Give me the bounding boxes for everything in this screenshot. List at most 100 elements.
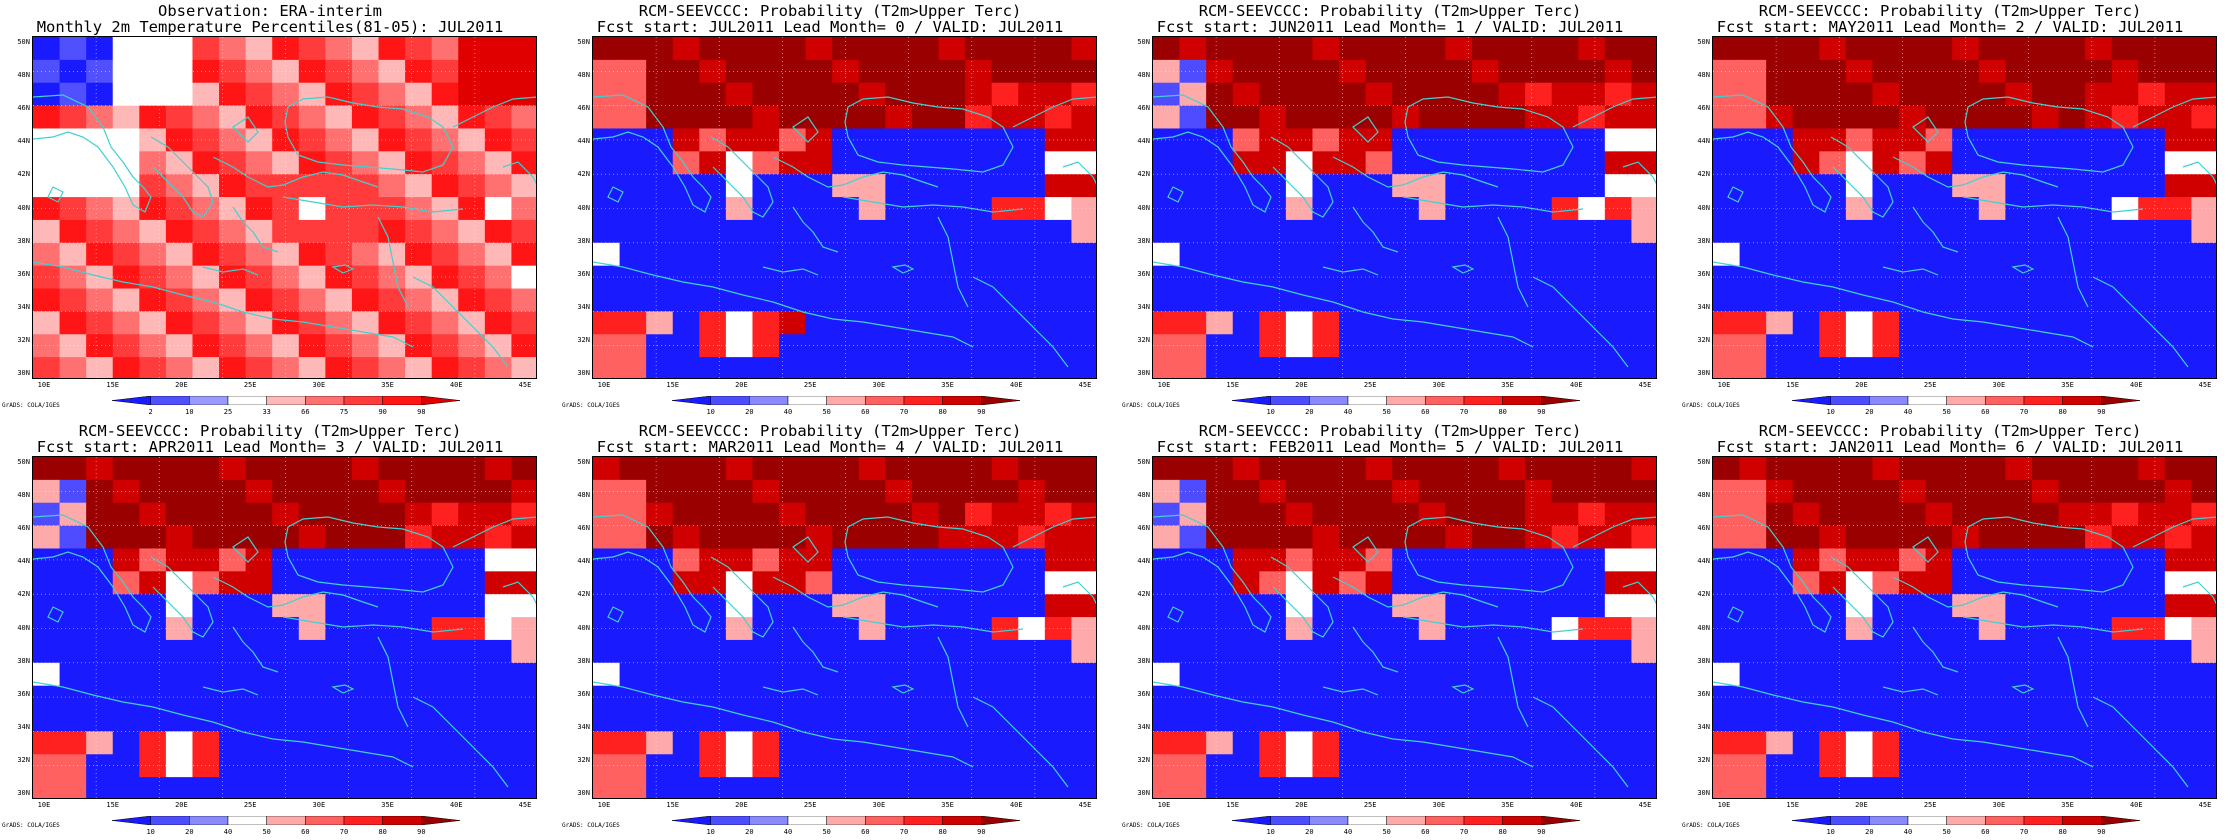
grid-cell (805, 479, 833, 504)
lon-tick-label: 30E (1432, 801, 1446, 809)
grid-cell (991, 197, 1019, 221)
colorbar-tick-label: 10 (1266, 408, 1275, 416)
grid-cell (1819, 594, 1847, 618)
grid-cell (2111, 457, 2139, 481)
colorbar-segment (2101, 396, 2140, 405)
grid-cell (1819, 288, 1847, 312)
grid-cell (991, 479, 1019, 504)
grid-cell (1365, 548, 1393, 572)
map-panel-4: RCM-SEEVCCC: Probability (T2m>Upper Terc… (1680, 0, 2240, 420)
grid-cell (458, 754, 486, 778)
coastline (607, 606, 624, 623)
lon-tick-label: 40E (2129, 381, 2143, 389)
grid-cell (991, 265, 1019, 290)
grid-cell (511, 548, 536, 572)
grid-cell (2058, 617, 2086, 641)
grid-cell (112, 59, 140, 84)
grid-cell (405, 37, 433, 61)
grid-cell (646, 708, 674, 732)
grid-cell (1206, 151, 1234, 175)
grid-cell (59, 197, 87, 221)
grid-cell (165, 457, 194, 481)
grid-cell (484, 685, 513, 710)
grid-cell (192, 479, 220, 504)
lon-tick-label: 15E (106, 801, 120, 809)
grid-cell (832, 708, 860, 732)
grid-cell (2005, 288, 2033, 312)
grid-cell (1365, 219, 1393, 244)
grid-cell (1899, 525, 1927, 550)
grid-cell (1525, 334, 1553, 358)
grid-cell (1206, 105, 1234, 130)
grid-cell (2031, 197, 2060, 221)
grid-cell (2031, 219, 2060, 244)
grid-cell (672, 731, 700, 755)
grid-cell (965, 754, 993, 778)
grid-cell (1071, 548, 1096, 572)
grid-cell (431, 197, 459, 221)
grid-cell (431, 594, 459, 618)
grid-cell (1018, 754, 1046, 778)
grid-cell (1978, 128, 2006, 152)
grid-cell (351, 311, 380, 335)
grid-cell (699, 639, 727, 664)
grid-cell (1792, 479, 1820, 504)
grid-cell (1392, 754, 1420, 778)
grads-credit: GrADS: COLA/IGES (562, 822, 620, 829)
colorbar-tick-label: 10 (706, 828, 715, 836)
grid-cell (1018, 357, 1046, 378)
coastline (1167, 606, 1184, 623)
map-area (592, 36, 1097, 379)
coastline (792, 206, 839, 253)
grid-cell (832, 219, 860, 244)
grid-cell (139, 662, 167, 687)
grid-cell (619, 525, 647, 550)
coastline (2182, 581, 2216, 605)
grid-cell (593, 242, 621, 267)
colorbar-segment (1985, 816, 2025, 825)
grid-cell (1285, 479, 1314, 504)
colorbar-segment (382, 396, 422, 405)
grid-cell (2031, 708, 2060, 732)
grid-cell (1392, 59, 1420, 84)
grid-cell (59, 571, 87, 595)
grid-cell (1232, 128, 1260, 152)
lat-tick-label: 44N (1697, 557, 1710, 566)
grid-cell (2191, 548, 2216, 572)
grid-cell (1845, 502, 1874, 527)
grid-cell (1498, 662, 1526, 687)
grid-cell (779, 617, 807, 641)
grid-cell (86, 82, 114, 107)
grid-cell (484, 525, 513, 550)
grid-cell (165, 525, 194, 550)
grid-cell (965, 548, 993, 572)
grid-cell (59, 151, 87, 175)
grid-cell (805, 777, 833, 798)
grid-cell (1365, 174, 1393, 198)
grid-cell (1153, 197, 1181, 221)
grid-cell (2058, 265, 2086, 290)
grid-cell (699, 777, 727, 798)
grid-cell (1819, 151, 1847, 175)
grid-cell (405, 334, 433, 358)
lat-tick-label: 42N (1697, 590, 1710, 599)
grid-cell (1018, 662, 1046, 687)
coastline (1882, 266, 1939, 276)
grid-cell (1845, 128, 1874, 152)
grid-cell (2058, 731, 2086, 755)
grid-cell (885, 334, 913, 358)
grid-cell (779, 128, 807, 152)
grid-cell (1525, 548, 1553, 572)
grid-cell (431, 265, 459, 290)
grid-cell (725, 502, 754, 527)
grid-cell (2164, 265, 2193, 290)
grid-cell (1445, 242, 1473, 267)
grid-cell (192, 639, 220, 664)
grid-cell (1153, 59, 1181, 84)
grid-cell (59, 617, 87, 641)
grid-cell (165, 219, 194, 244)
grid-cell (832, 479, 860, 504)
grid-cell (2031, 59, 2060, 84)
grid-cell (991, 37, 1019, 61)
grid-cell (1631, 151, 1656, 175)
